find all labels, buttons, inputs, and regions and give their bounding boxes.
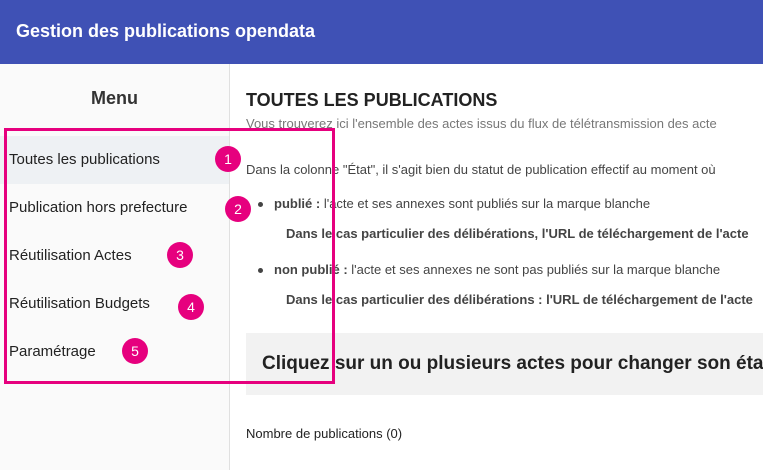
badge: 4 (178, 294, 204, 320)
intro: Vous trouverez ici l'ensemble des actes … (246, 116, 717, 131)
highlight-frame (4, 128, 335, 384)
menu-item[interactable]: Réutilisation Budgets (0, 280, 229, 328)
header: Gestion des publications opendata (0, 0, 763, 64)
menu-item[interactable]: Toutes les publications (0, 136, 229, 184)
page-title: TOUTES LES PUBLICATIONS (246, 90, 498, 110)
sidebar (0, 64, 230, 470)
menu-item-label: Réutilisation Actes (9, 247, 132, 264)
badge: 1 (215, 146, 241, 172)
bullet-dot (258, 268, 263, 273)
bullet: publié : l'acte et ses annexes sont publ… (258, 196, 651, 211)
menu-item[interactable]: Paramétrage (0, 328, 229, 376)
badge: 2 (225, 196, 251, 222)
bullet-term: publié : (274, 196, 321, 211)
badge: 3 (167, 242, 193, 268)
bullet-dot (258, 202, 263, 207)
menu-item-label: Paramétrage (9, 343, 96, 360)
state-intro: Dans la colonne "État", il s'agit bien d… (246, 162, 716, 177)
bullet-text: l'acte et ses annexes sont publiés sur l… (320, 196, 651, 211)
bullet-note: Dans le cas particulier des délibération… (286, 226, 749, 241)
bullet-note: Dans le cas particulier des délibération… (286, 292, 753, 307)
menu-item-label: Toutes les publications (9, 151, 160, 168)
menu-item-label: Réutilisation Budgets (9, 295, 150, 312)
header-title: Gestion des publications opendata (16, 21, 316, 41)
action-text: Cliquez sur un ou plusieurs actes pour c… (262, 353, 763, 374)
bullet-term: non publié : (274, 262, 348, 277)
menu-title: Menu (91, 88, 138, 108)
menu-item-label: Publication hors prefecture (9, 199, 188, 216)
badge: 5 (122, 338, 148, 364)
bullet-text: l'acte et ses annexes ne sont pas publié… (347, 262, 721, 277)
publication-count: Nombre de publications (0) (246, 426, 403, 441)
bullet: non publié : l'acte et ses annexes ne so… (258, 262, 721, 277)
menu-item[interactable]: Réutilisation Actes (0, 232, 229, 280)
menu-item[interactable]: Publication hors prefecture (0, 184, 229, 232)
